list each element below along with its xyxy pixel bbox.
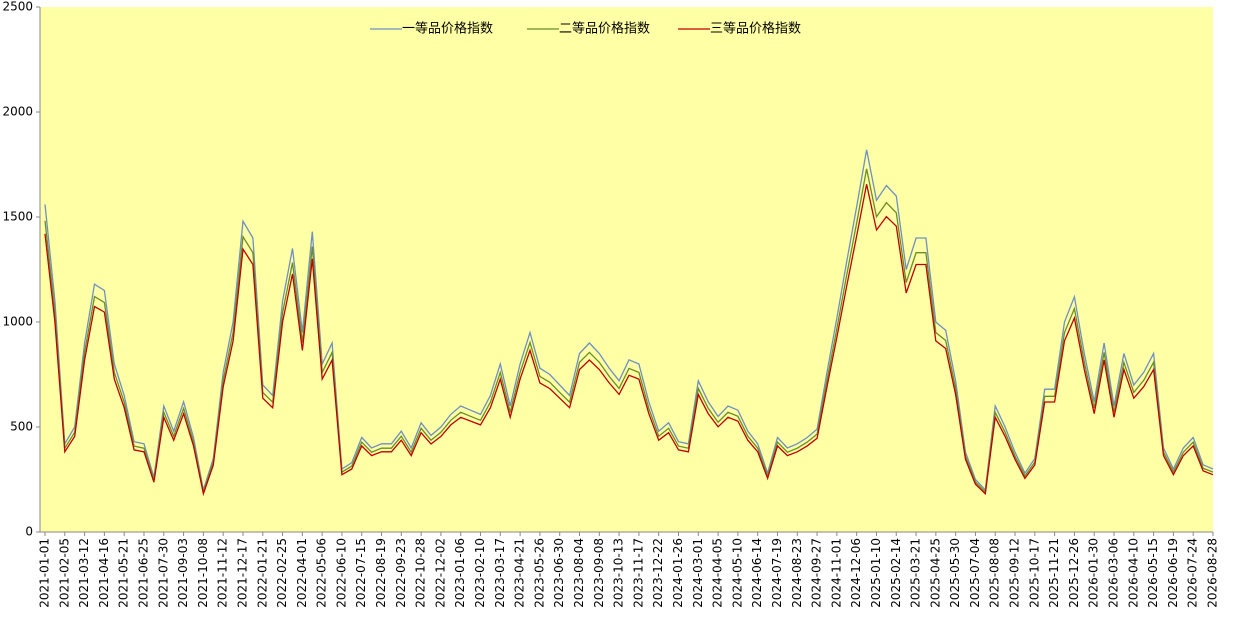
series-line <box>44 168 1214 495</box>
x-tick-label: 2024-08-23 <box>790 538 804 608</box>
y-tick-label: 2500 <box>2 0 33 14</box>
x-tick-label: 2025-04-25 <box>928 538 942 608</box>
x-tick-label: 2021-04-16 <box>97 538 111 608</box>
x-tick-label: 2026-04-10 <box>1126 538 1140 608</box>
x-tick-label: 2022-10-28 <box>414 538 428 608</box>
x-tick-label: 2023-11-17 <box>631 538 645 608</box>
x-tick-label: 2023-12-22 <box>651 538 665 608</box>
x-tick-label: 2023-01-06 <box>453 538 467 608</box>
x-tick-label: 2021-05-21 <box>117 538 131 608</box>
x-tick-label: 2026-08-28 <box>1206 538 1220 608</box>
x-tick-label: 2022-12-02 <box>433 538 447 608</box>
x-tick-label: 2023-03-17 <box>493 538 507 608</box>
x-tick-label: 2023-06-30 <box>552 538 566 608</box>
x-tick-label: 2025-05-30 <box>948 538 962 608</box>
x-tick-label: 2025-03-21 <box>909 538 923 608</box>
y-tick-label: 1500 <box>2 210 33 224</box>
x-tick-label: 2023-09-08 <box>592 538 606 608</box>
x-tick-label: 2025-12-26 <box>1067 538 1081 608</box>
x-tick-label: 2026-01-30 <box>1087 538 1101 608</box>
x-tick-label: 2024-07-19 <box>770 538 784 608</box>
legend-label: 一等品价格指数 <box>402 21 493 37</box>
y-tick-label: 1000 <box>2 315 33 329</box>
x-tick-label: 2021-07-30 <box>156 538 170 608</box>
x-tick-label: 2025-08-08 <box>988 538 1002 608</box>
legend-label: 二等品价格指数 <box>559 21 650 37</box>
x-tick-label: 2024-04-05 <box>711 538 725 608</box>
x-tick-label: 2021-03-12 <box>77 538 91 608</box>
x-tick-label: 2023-10-13 <box>612 538 626 608</box>
y-tick-label: 0 <box>25 525 33 539</box>
x-tick-label: 2026-03-06 <box>1107 538 1121 608</box>
series-line <box>44 184 1214 497</box>
x-tick-label: 2025-09-12 <box>1008 538 1022 608</box>
x-tick-label: 2022-01-21 <box>255 538 269 608</box>
x-tick-label: 2022-07-15 <box>354 538 368 608</box>
x-tick-label: 2022-02-25 <box>275 538 289 608</box>
x-tick-label: 2026-05-15 <box>1146 538 1160 608</box>
x-tick-label: 2025-07-04 <box>968 538 982 608</box>
x-tick-label: 2025-01-10 <box>869 538 883 608</box>
x-tick-label: 2026-06-19 <box>1166 538 1180 608</box>
x-tick-label: 2026-07-24 <box>1186 538 1200 608</box>
x-tick-label: 2025-02-14 <box>889 538 903 608</box>
x-tick-label: 2025-10-17 <box>1027 538 1041 608</box>
x-tick-label: 2023-02-10 <box>473 538 487 608</box>
legend-label: 三等品价格指数 <box>710 21 801 37</box>
x-tick-label: 2023-05-26 <box>532 538 546 608</box>
x-tick-label: 2024-06-14 <box>750 538 764 608</box>
x-tick-label: 2021-12-17 <box>235 538 249 608</box>
y-tick-label: 2000 <box>2 105 33 119</box>
x-tick-label: 2021-02-05 <box>57 538 71 608</box>
x-tick-label: 2025-11-21 <box>1047 538 1061 608</box>
x-tick-label: 2022-06-10 <box>334 538 348 608</box>
x-tick-label: 2022-04-01 <box>295 538 309 608</box>
x-tick-label: 2021-01-01 <box>38 538 52 608</box>
x-tick-label: 2021-10-08 <box>196 538 210 608</box>
x-tick-label: 2023-04-21 <box>513 538 527 608</box>
x-tick-label: 2021-06-25 <box>136 538 150 608</box>
x-tick-label: 2022-09-23 <box>394 538 408 608</box>
x-tick-label: 2022-08-19 <box>374 538 388 608</box>
x-tick-label: 2024-01-26 <box>671 538 685 608</box>
x-tick-label: 2022-05-06 <box>315 538 329 608</box>
y-tick-label: 500 <box>10 420 33 434</box>
legend: 一等品价格指数 二等品价格指数 三等品价格指数 <box>370 21 801 37</box>
x-tick-label: 2024-09-27 <box>810 538 824 608</box>
x-tick-label: 2021-11-12 <box>216 538 230 608</box>
series-line <box>44 149 1214 492</box>
x-tick-label: 2024-11-01 <box>829 538 843 608</box>
x-tick-label: 2021-09-03 <box>176 538 190 608</box>
x-tick-label: 2023-08-04 <box>572 538 586 608</box>
x-tick-label: 2024-03-01 <box>691 538 705 608</box>
plot-background <box>40 7 1213 532</box>
x-tick-label: 2024-05-10 <box>730 538 744 608</box>
x-tick-label: 2024-12-06 <box>849 538 863 608</box>
